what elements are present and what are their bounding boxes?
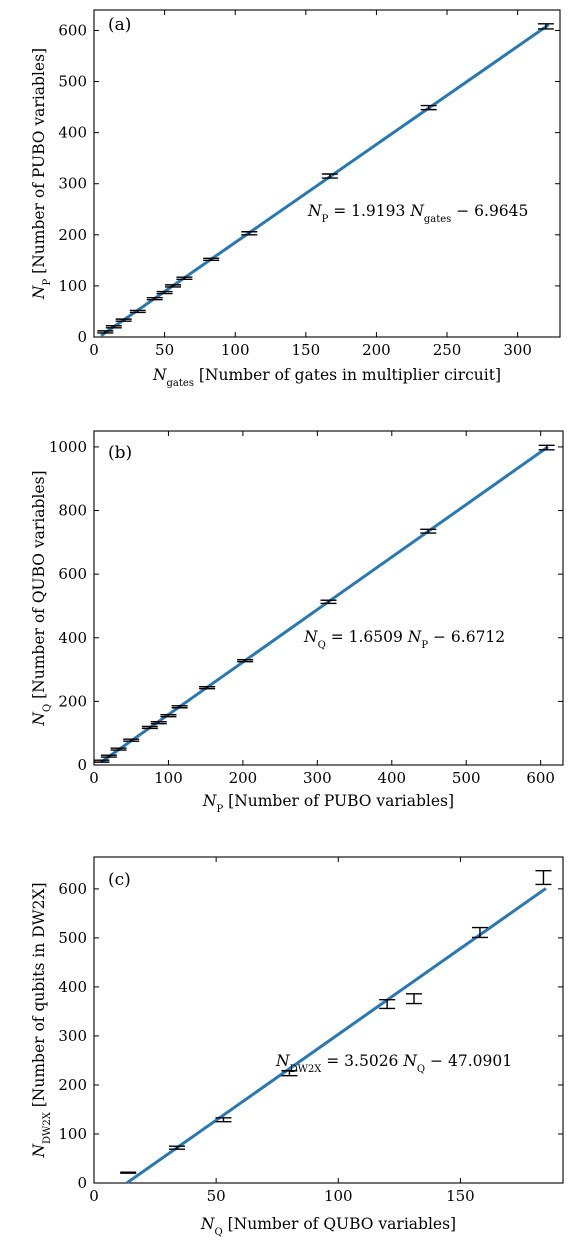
panel-label: (c): [108, 870, 131, 890]
panel-label: (a): [108, 15, 131, 35]
data-point-errorbar: [241, 231, 258, 236]
data-point-errorbar: [420, 104, 437, 111]
fit-line: [100, 445, 549, 764]
x-tick-label: 600: [526, 769, 555, 787]
y-tick-label: 0: [77, 328, 87, 346]
x-tick-label: 300: [503, 341, 532, 359]
data-point-errorbar: [156, 290, 173, 295]
chart-panel-a: 0 50 100 150 200 250 300 0 100 200 300 400 500 600 (a)…: [30, 9, 561, 389]
data-point-errorbar: [105, 325, 122, 329]
data-point-errorbar: [471, 926, 488, 939]
fit-equation: NP = 1.9193 Ngates − 6.9645: [307, 202, 528, 225]
x-tick-label: 200: [362, 341, 391, 359]
data-point-errorbar: [93, 759, 110, 763]
data-point-errorbar: [169, 1145, 186, 1150]
x-tick-label: 250: [433, 341, 462, 359]
x-tick-label: 400: [377, 769, 406, 787]
x-tick-label: 100: [154, 769, 183, 787]
y-tick-label: 200: [58, 1076, 87, 1094]
data-point-errorbar: [420, 528, 437, 534]
x-tick-label: 100: [324, 1187, 353, 1205]
y-tick-label: 100: [58, 277, 87, 295]
data-point-errorbar: [535, 870, 552, 886]
y-tick-label: 300: [58, 175, 87, 193]
x-tick-label: 50: [207, 1187, 226, 1205]
data-point-errorbar: [321, 173, 338, 179]
data-point-errorbar: [129, 309, 146, 314]
x-tick-label: 300: [303, 769, 332, 787]
data-point-errorbar: [100, 754, 117, 758]
y-tick-label: 600: [58, 880, 87, 898]
y-tick-label: 400: [58, 124, 87, 142]
x-tick-label: 50: [155, 341, 174, 359]
data-point-errorbar: [97, 330, 114, 334]
x-tick-label: 0: [89, 1187, 99, 1205]
panel-label: (b): [108, 443, 132, 463]
y-tick-label: 600: [58, 565, 87, 583]
fit-equation: NQ = 1.6509 NP − 6.6712: [303, 628, 505, 651]
plot-frame: [93, 856, 564, 1184]
x-tick-label: 0: [89, 341, 99, 359]
x-tick-label: 200: [229, 769, 258, 787]
x-tick-label: 500: [452, 769, 481, 787]
y-axis-label: NQ [Number of QUBO variables]: [30, 470, 53, 726]
x-axis-label: NP [Number of PUBO variables]: [202, 792, 454, 815]
data-point-errorbar: [171, 705, 188, 709]
data-point-errorbar: [120, 1171, 137, 1174]
data-point-errorbar: [199, 686, 216, 690]
data-point-errorbar: [123, 738, 140, 742]
y-tick-label: 600: [58, 21, 87, 39]
data-point-errorbar: [405, 993, 422, 1005]
data-point-errorbar: [237, 659, 254, 663]
plot-frame: [93, 9, 561, 338]
y-tick-label: 0: [77, 756, 87, 774]
data-point-errorbar: [203, 257, 220, 262]
fit-equation: NDW2X = 3.5026 NQ − 47.0901: [275, 1052, 512, 1075]
data-point-errorbar: [150, 721, 167, 725]
fit-line: [100, 23, 550, 337]
data-point-errorbar: [538, 444, 555, 451]
plot-frame: [93, 430, 564, 766]
y-tick-label: 800: [58, 502, 87, 520]
data-point-errorbar: [320, 599, 337, 605]
x-tick-label: 150: [291, 341, 320, 359]
y-tick-label: 200: [58, 692, 87, 710]
y-tick-label: 500: [58, 73, 87, 91]
data-point-errorbar: [165, 284, 182, 288]
x-tick-label: 150: [446, 1187, 475, 1205]
y-tick-label: 0: [77, 1174, 87, 1192]
x-axis-label: Ngates [Number of gates in multiplier ci…: [152, 366, 501, 389]
data-point-errorbar: [215, 1117, 232, 1123]
y-axis-label: NP [Number of PUBO variables]: [30, 48, 53, 300]
data-point-errorbar: [379, 998, 396, 1010]
y-tick-label: 200: [58, 226, 87, 244]
y-axis-label: NDW2X [Number of qubits in DW2X]: [30, 882, 53, 1158]
y-tick-label: 400: [58, 629, 87, 647]
data-point-errorbar: [160, 714, 177, 718]
y-tick-label: 500: [58, 929, 87, 947]
y-tick-label: 400: [58, 978, 87, 996]
data-point-errorbar: [115, 318, 132, 322]
chart-panel-c: 0 50 100 150 0 100 200 300 400 500 600 (c) NDW2X = 3…: [30, 856, 564, 1238]
data-point-errorbar: [281, 1070, 298, 1077]
x-axis-label: NQ [Number of QUBO variables]: [200, 1215, 456, 1238]
data-point-errorbar: [537, 23, 554, 30]
data-point-errorbar: [141, 725, 158, 730]
y-tick-label: 300: [58, 1027, 87, 1045]
y-tick-label: 1000: [49, 438, 87, 456]
x-tick-label: 0: [89, 769, 99, 787]
y-tick-label: 100: [58, 1125, 87, 1143]
data-point-errorbar: [110, 747, 127, 751]
data-point-errorbar: [176, 276, 193, 280]
data-point-errorbar: [146, 296, 163, 301]
fit-line: [125, 887, 547, 1185]
chart-panel-b: 0 100 200 300 400 500 600 0 200 400 600 800 1000 (b) N…: [30, 430, 564, 815]
x-tick-label: 100: [221, 341, 250, 359]
